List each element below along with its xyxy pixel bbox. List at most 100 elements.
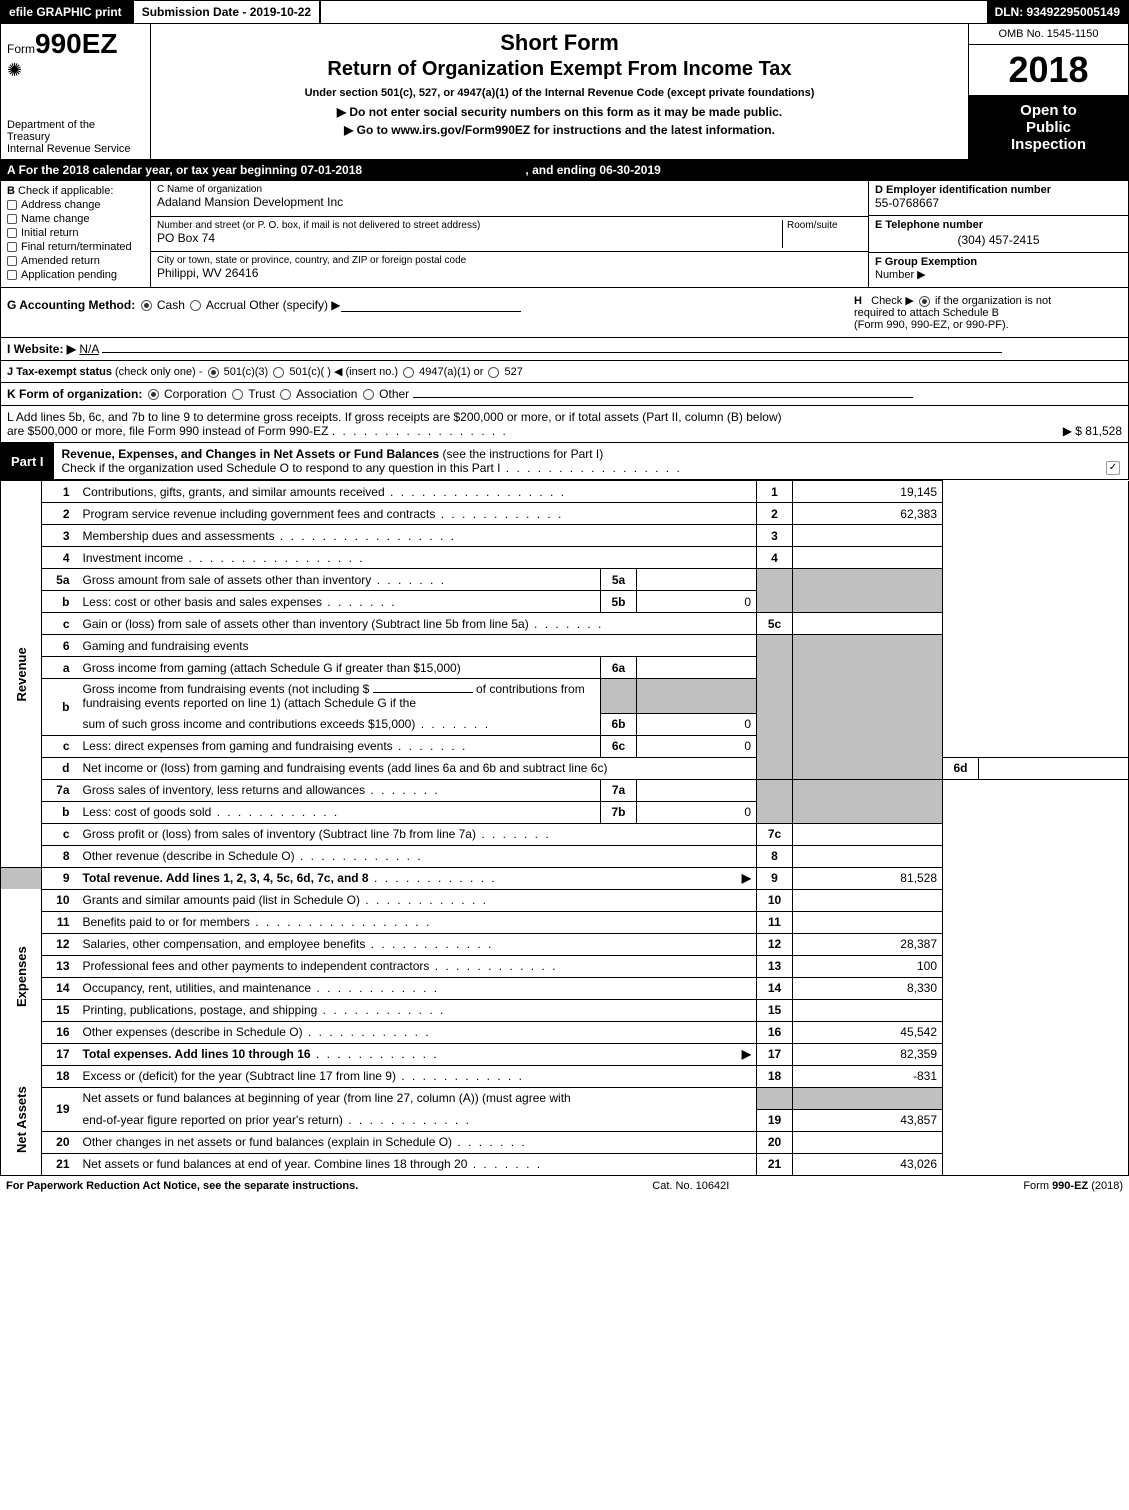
- col-val: [793, 845, 943, 867]
- dept-line3: Internal Revenue Service: [7, 143, 144, 155]
- dots: [529, 617, 604, 631]
- l-text2: are $500,000 or more, file Form 990 inst…: [7, 424, 329, 438]
- desc-text: Printing, publications, postage, and shi…: [83, 1003, 318, 1017]
- dots: [415, 717, 490, 731]
- line-desc: sum of such gross income and contributio…: [78, 713, 601, 735]
- radio-association[interactable]: [280, 389, 291, 400]
- col-val: 81,528: [793, 867, 943, 889]
- dept-line1: Department of the: [7, 119, 144, 131]
- col-num: 12: [757, 933, 793, 955]
- sub-num: 7a: [601, 779, 637, 801]
- radio-other[interactable]: [363, 389, 374, 400]
- subtitle: Under section 501(c), 527, or 4947(a)(1)…: [161, 87, 958, 99]
- desc-text: Professional fees and other payments to …: [83, 959, 430, 973]
- col-num: 6d: [943, 757, 979, 779]
- checkbox-h[interactable]: [919, 296, 930, 307]
- form-id-col: Form990EZ ✺ Department of the Treasury I…: [1, 24, 151, 159]
- check-initial-return[interactable]: Initial return: [7, 227, 144, 239]
- phone-row: E Telephone number (304) 457-2415: [869, 216, 1128, 253]
- col-num: 19: [757, 1109, 793, 1131]
- j-label: J Tax-exempt status: [7, 366, 112, 378]
- page-footer: For Paperwork Reduction Act Notice, see …: [0, 1176, 1129, 1196]
- col-val: 82,359: [793, 1043, 943, 1065]
- footer-left: For Paperwork Reduction Act Notice, see …: [6, 1180, 358, 1192]
- checkbox-icon[interactable]: [7, 270, 17, 280]
- checkbox-icon[interactable]: [7, 228, 17, 238]
- sub-val: 0: [637, 713, 757, 735]
- b-label: B: [7, 185, 15, 197]
- radio-527[interactable]: [488, 367, 499, 378]
- other-specify-input[interactable]: [341, 300, 521, 312]
- line-desc: Occupancy, rent, utilities, and maintena…: [78, 977, 757, 999]
- check-label: Address change: [21, 199, 101, 211]
- check-label: Name change: [21, 213, 90, 225]
- radio-cash[interactable]: [141, 300, 152, 311]
- radio-accrual[interactable]: [190, 300, 201, 311]
- desc-text: Program service revenue including govern…: [83, 507, 436, 521]
- ein-value: 55-0768667: [875, 196, 1122, 210]
- ein-label: D Employer identification number: [875, 184, 1122, 196]
- radio-corporation[interactable]: [148, 389, 159, 400]
- line-num: 6: [42, 635, 78, 657]
- omb-number: OMB No. 1545-1150: [969, 24, 1128, 45]
- sub-val: [637, 779, 757, 801]
- desc-text: Membership dues and assessments: [83, 529, 275, 543]
- col-val: -831: [793, 1065, 943, 1087]
- line-i: I Website: ▶ N/A: [0, 338, 1129, 361]
- col-num: 2: [757, 503, 793, 525]
- line-num: 21: [42, 1153, 78, 1175]
- col-num: 1: [757, 481, 793, 503]
- line-desc: Professional fees and other payments to …: [78, 955, 757, 977]
- sub-num: 6b: [601, 713, 637, 735]
- grey-cell: [1, 867, 42, 889]
- efile-print-button[interactable]: efile GRAPHIC print: [1, 1, 132, 23]
- part-1-table: Revenue 1 Contributions, gifts, grants, …: [0, 480, 1129, 1176]
- radio-501c3[interactable]: [208, 367, 219, 378]
- line-num: c: [42, 823, 78, 845]
- col-num: 18: [757, 1065, 793, 1087]
- sub-val: [637, 569, 757, 591]
- footer-right: Form 990-EZ (2018): [1023, 1180, 1123, 1192]
- line-num: 12: [42, 933, 78, 955]
- checkbox-icon[interactable]: [7, 214, 17, 224]
- schedule-o-checkbox[interactable]: ✓: [1106, 461, 1120, 475]
- sub-val: 0: [637, 735, 757, 757]
- radio-4947[interactable]: [403, 367, 414, 378]
- title-col: Short Form Return of Organization Exempt…: [151, 24, 968, 159]
- check-application-pending[interactable]: Application pending: [7, 269, 144, 281]
- checkbox-icon[interactable]: [7, 242, 17, 252]
- radio-501c[interactable]: [273, 367, 284, 378]
- city-value: Philippi, WV 26416: [157, 266, 862, 280]
- j-opt4: 527: [505, 366, 523, 378]
- desc-text: Other revenue (describe in Schedule O): [83, 849, 295, 863]
- check-final-return[interactable]: Final return/terminated: [7, 241, 144, 253]
- col-val: [793, 1131, 943, 1153]
- instruction-2[interactable]: ▶ Go to www.irs.gov/Form990EZ for instru…: [161, 123, 958, 137]
- col-num: 17: [757, 1043, 793, 1065]
- k-label: K Form of organization:: [7, 387, 142, 401]
- org-name-row: C Name of organization Adaland Mansion D…: [151, 181, 868, 217]
- grey-cell: [637, 679, 757, 714]
- col-num: 11: [757, 911, 793, 933]
- city-label: City or town, state or province, country…: [157, 255, 862, 266]
- check-address-change[interactable]: Address change: [7, 199, 144, 211]
- form-number: Form990EZ: [7, 28, 144, 60]
- dots: [365, 783, 440, 797]
- line-desc: Gain or (loss) from sale of assets other…: [78, 613, 757, 635]
- checkbox-icon[interactable]: [7, 200, 17, 210]
- line-h: H Check ▶ if the organization is not req…: [848, 288, 1128, 337]
- fundraising-amount-input[interactable]: [373, 692, 473, 693]
- check-amended-return[interactable]: Amended return: [7, 255, 144, 267]
- sub-num: 5a: [601, 569, 637, 591]
- col-val: 28,387: [793, 933, 943, 955]
- top-bar: efile GRAPHIC print Submission Date - 20…: [0, 0, 1129, 24]
- h-text3: required to attach Schedule B: [854, 307, 999, 319]
- desc-text: Contributions, gifts, grants, and simila…: [83, 485, 385, 499]
- col-val: 45,542: [793, 1021, 943, 1043]
- col-val: [793, 999, 943, 1021]
- radio-trust[interactable]: [232, 389, 243, 400]
- checkbox-icon[interactable]: [7, 256, 17, 266]
- tax-year: 2018: [969, 45, 1128, 96]
- check-name-change[interactable]: Name change: [7, 213, 144, 225]
- form-990ez: 990EZ: [35, 28, 118, 59]
